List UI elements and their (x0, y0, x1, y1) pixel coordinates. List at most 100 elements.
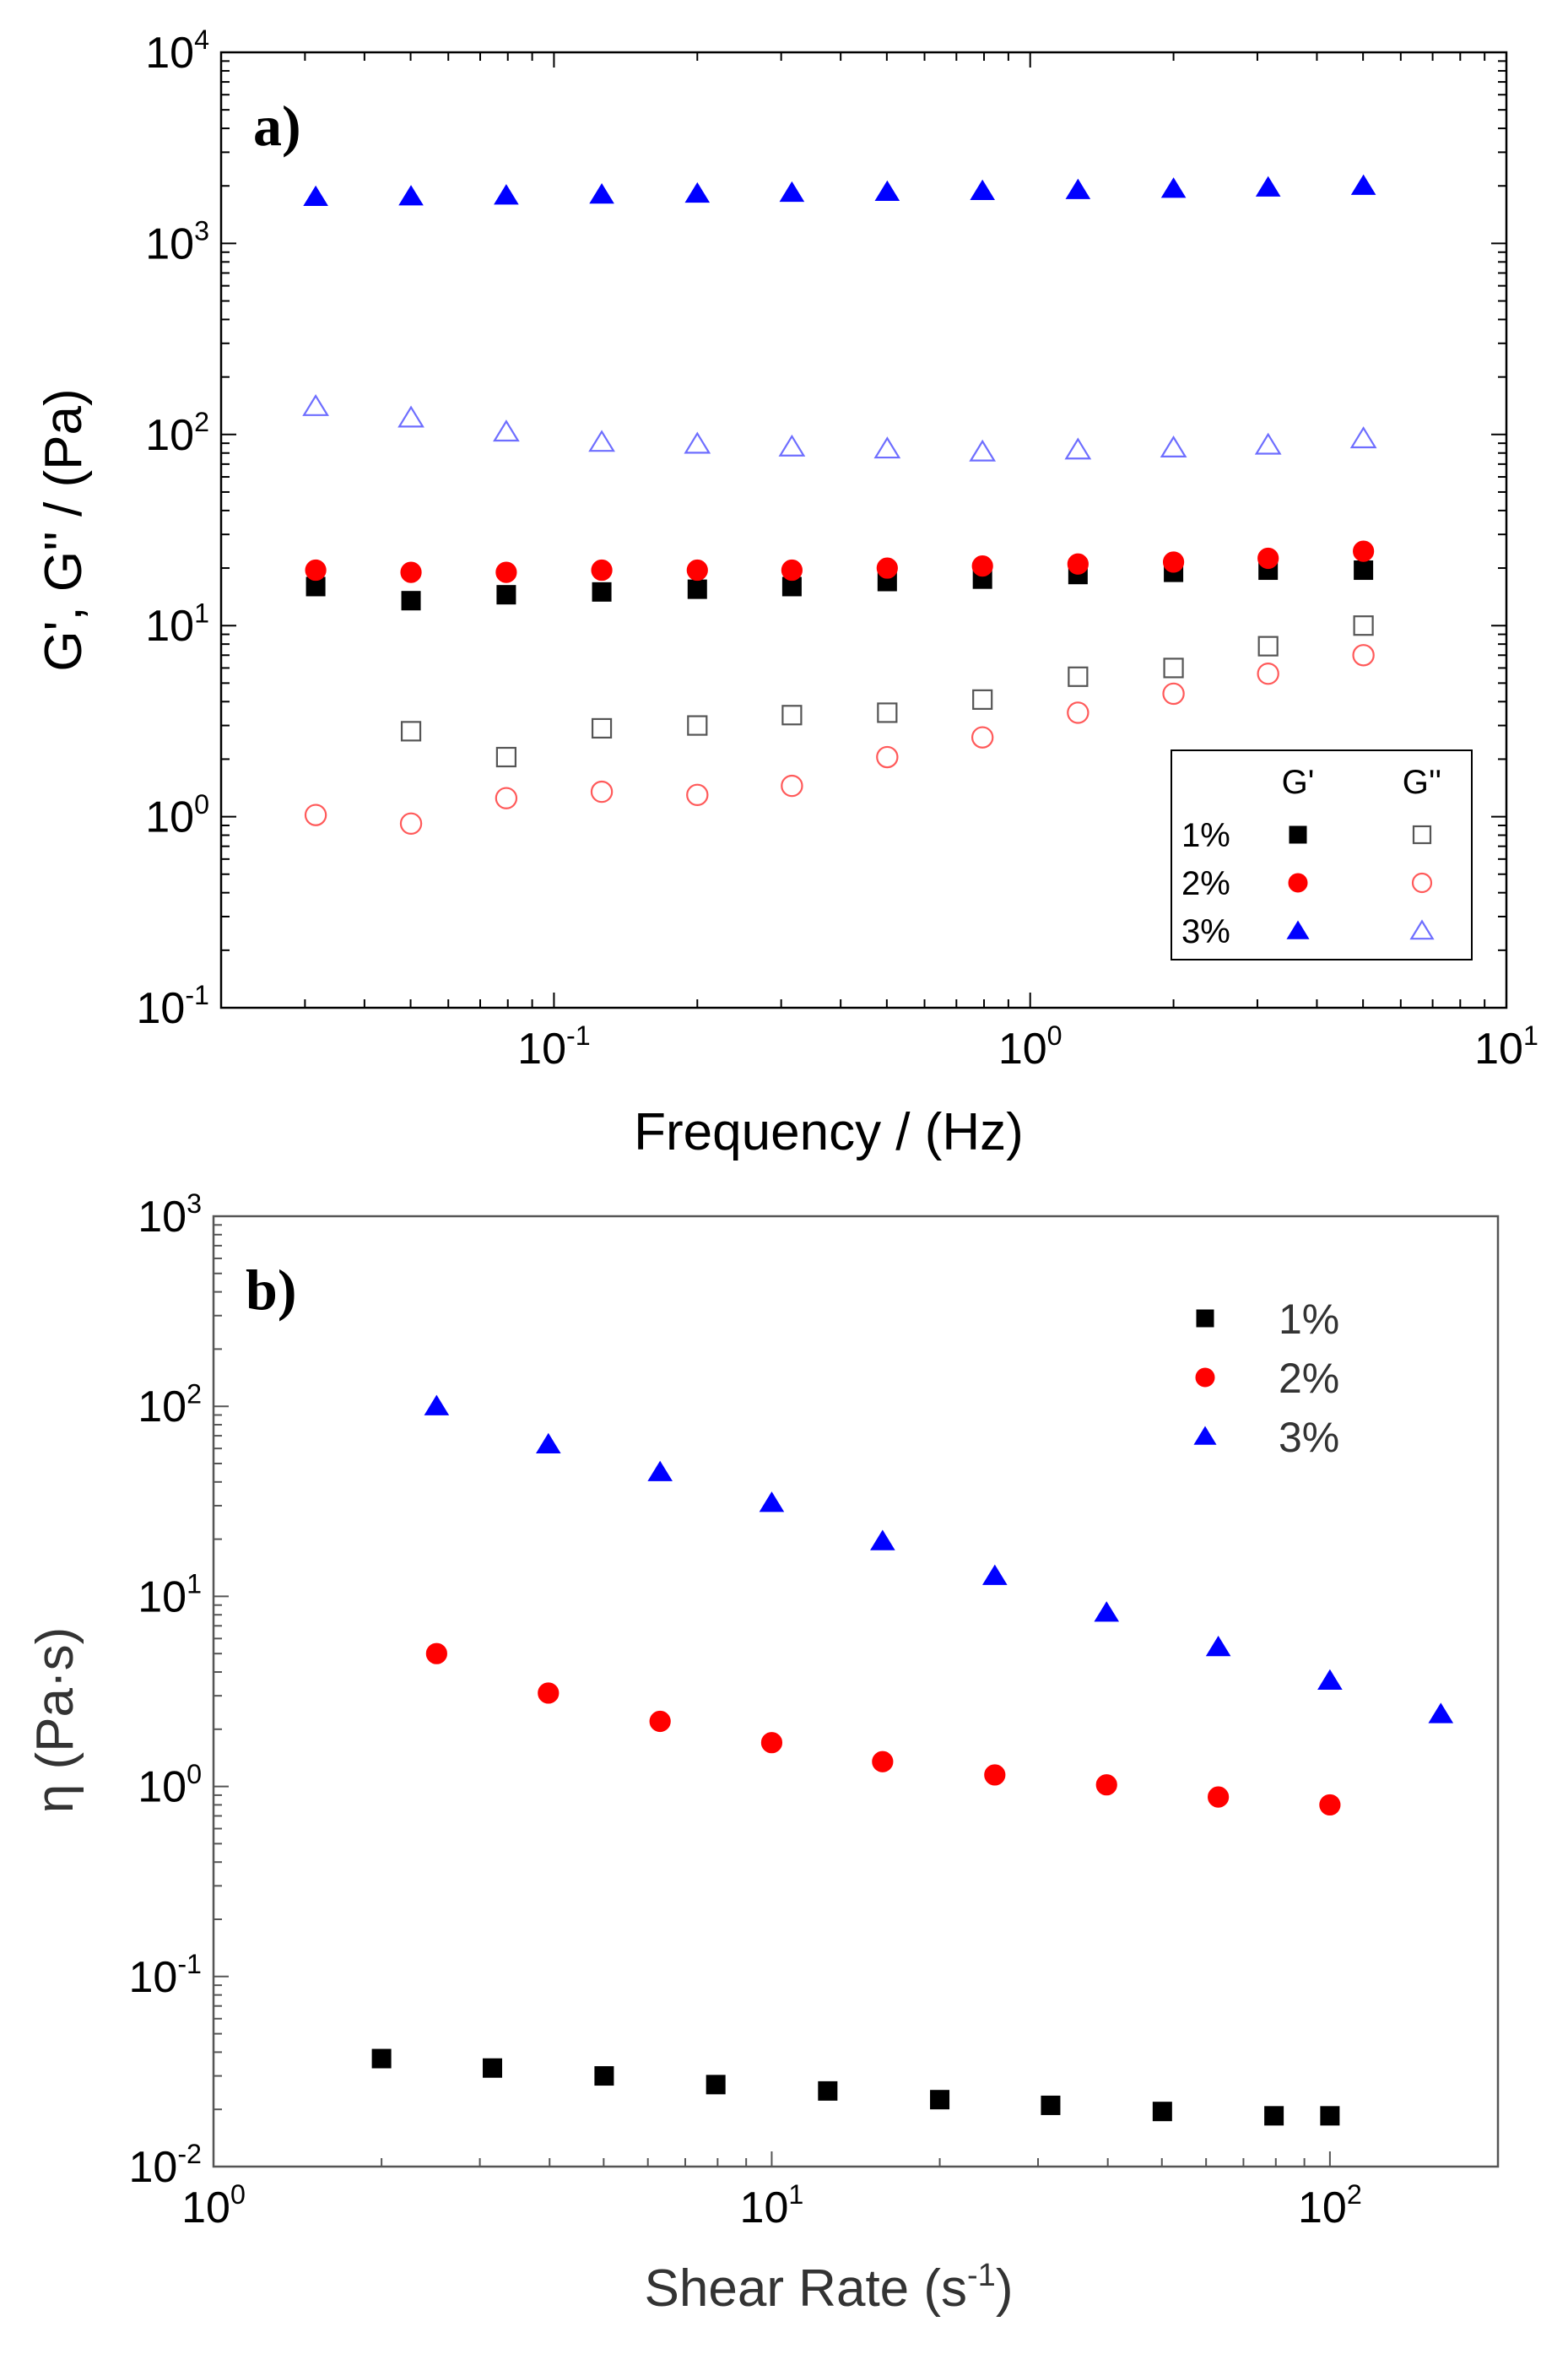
data-point-2- (538, 1682, 560, 1704)
data-point-3-g- (874, 180, 900, 202)
data-point-1- (371, 2048, 392, 2069)
x-axis-title: Shear Rate (s-1) (645, 2258, 1014, 2318)
data-point-2-g- (1257, 547, 1279, 570)
data-point-1-g- (1353, 615, 1374, 636)
y-tick-label: 102 (145, 407, 209, 460)
data-point-3-g- (1349, 426, 1377, 449)
data-point-3- (1205, 1636, 1231, 1657)
data-point-1-g- (1354, 560, 1374, 581)
data-point-3-g- (1064, 437, 1092, 460)
data-point-2-g- (876, 557, 898, 579)
legend-col-header: G'' (1403, 764, 1441, 801)
data-point-3-g- (1255, 176, 1281, 197)
legend-marker (1411, 872, 1433, 894)
y-tick-label: 102 (138, 1378, 202, 1431)
plot-frame (219, 51, 1508, 1009)
data-point-1- (930, 2090, 950, 2110)
legend-marker (1288, 873, 1308, 893)
data-point-2-g- (400, 561, 422, 583)
y-tick-label: 10-1 (128, 1949, 202, 2002)
data-point-1-g- (401, 591, 421, 611)
data-point-1-g- (496, 585, 516, 605)
data-point-2- (1319, 1794, 1341, 1816)
data-point-3-g- (684, 431, 711, 454)
data-point-3-g- (398, 185, 424, 206)
legend-row-label: 3% (1181, 913, 1230, 950)
data-point-2-g- (686, 783, 709, 807)
data-point-3- (1094, 1601, 1120, 1622)
data-point-3-g- (303, 185, 328, 206)
panel-b-chart: 100 101 102 10-2 10-1 100 101 102 103 b) Shear Rat… (26, 1188, 1500, 2318)
data-point-2-g- (590, 780, 614, 804)
data-point-1- (1041, 2095, 1061, 2115)
legend-col-header: G' (1282, 764, 1315, 801)
legend-marker (1286, 920, 1310, 939)
panel-label: a) (253, 94, 301, 158)
data-point-1-g- (972, 689, 993, 710)
data-point-2-g- (1353, 540, 1375, 562)
data-point-1-g- (592, 582, 612, 602)
legend-row-label: 2% (1279, 1355, 1339, 1402)
data-point-3- (1317, 1669, 1343, 1690)
data-point-2-g- (781, 774, 803, 798)
legend-marker (1409, 919, 1435, 940)
data-point-1- (594, 2066, 614, 2086)
data-point-1- (1264, 2106, 1284, 2126)
y-axis-title: G', G'' / (Pa) (35, 388, 93, 671)
data-point-1-g- (1257, 636, 1279, 657)
legend-marker (1289, 825, 1307, 844)
legend-marker (1195, 1367, 1215, 1388)
data-point-3-g- (494, 184, 519, 205)
data-point-2-g- (686, 559, 708, 582)
data-point-3-g- (588, 430, 615, 452)
legend-marker (1412, 825, 1432, 845)
data-point-1-g- (1163, 657, 1184, 679)
data-point-3- (647, 1460, 673, 1481)
legend-box (1171, 749, 1473, 960)
panel-a-chart: 10-1 100 101 10-1 100 101 102 103 104 a) Frequency… (35, 24, 1538, 1161)
data-point-2- (649, 1710, 671, 1733)
panel-label: b) (246, 1258, 296, 1322)
data-point-2-g- (1257, 663, 1279, 685)
data-point-3- (535, 1432, 561, 1454)
data-point-2-g- (304, 804, 327, 826)
y-tick-label: 100 (145, 789, 209, 842)
data-point-2-g- (495, 561, 517, 583)
data-point-2- (1208, 1786, 1230, 1808)
data-point-3- (870, 1529, 895, 1550)
data-point-2-g- (781, 559, 803, 582)
data-point-3-g- (1065, 178, 1091, 199)
y-tick-label: 103 (138, 1188, 202, 1242)
legend-row-label: 1% (1181, 817, 1230, 854)
y-tick-label: 103 (145, 216, 209, 269)
legend-row-label: 3% (1279, 1414, 1339, 1461)
data-point-2- (1095, 1774, 1117, 1796)
data-point-2-g- (876, 745, 899, 769)
data-point-3- (759, 1491, 785, 1512)
data-point-2-g- (1352, 644, 1375, 667)
legend: 1% 2% 3% (1193, 1296, 1339, 1461)
data-point-2- (984, 1764, 1006, 1786)
data-point-1- (483, 2058, 503, 2078)
x-tick-label: 10-1 (517, 1020, 591, 1074)
data-point-1-g- (877, 702, 898, 723)
data-point-3-g- (302, 393, 329, 416)
data-point-2-g- (971, 555, 993, 577)
data-point-2- (872, 1750, 894, 1772)
data-point-2-g- (1162, 551, 1185, 573)
plot-frame (212, 1215, 1500, 2168)
data-point-3-g- (873, 436, 901, 459)
x-tick-label: 100 (181, 2179, 246, 2232)
legend-row-label: 2% (1181, 865, 1230, 902)
data-point-2- (425, 1642, 447, 1664)
legend: G' G'' 1% 2% 3% (1171, 749, 1473, 960)
data-point-1-g- (591, 717, 613, 739)
data-point-3-g- (969, 439, 997, 462)
data-point-1-g- (781, 705, 803, 726)
y-tick-label: 100 (138, 1759, 202, 1812)
data-point-3-g- (1160, 177, 1187, 198)
data-point-3-g- (778, 434, 806, 457)
data-point-1- (1152, 2102, 1172, 2122)
